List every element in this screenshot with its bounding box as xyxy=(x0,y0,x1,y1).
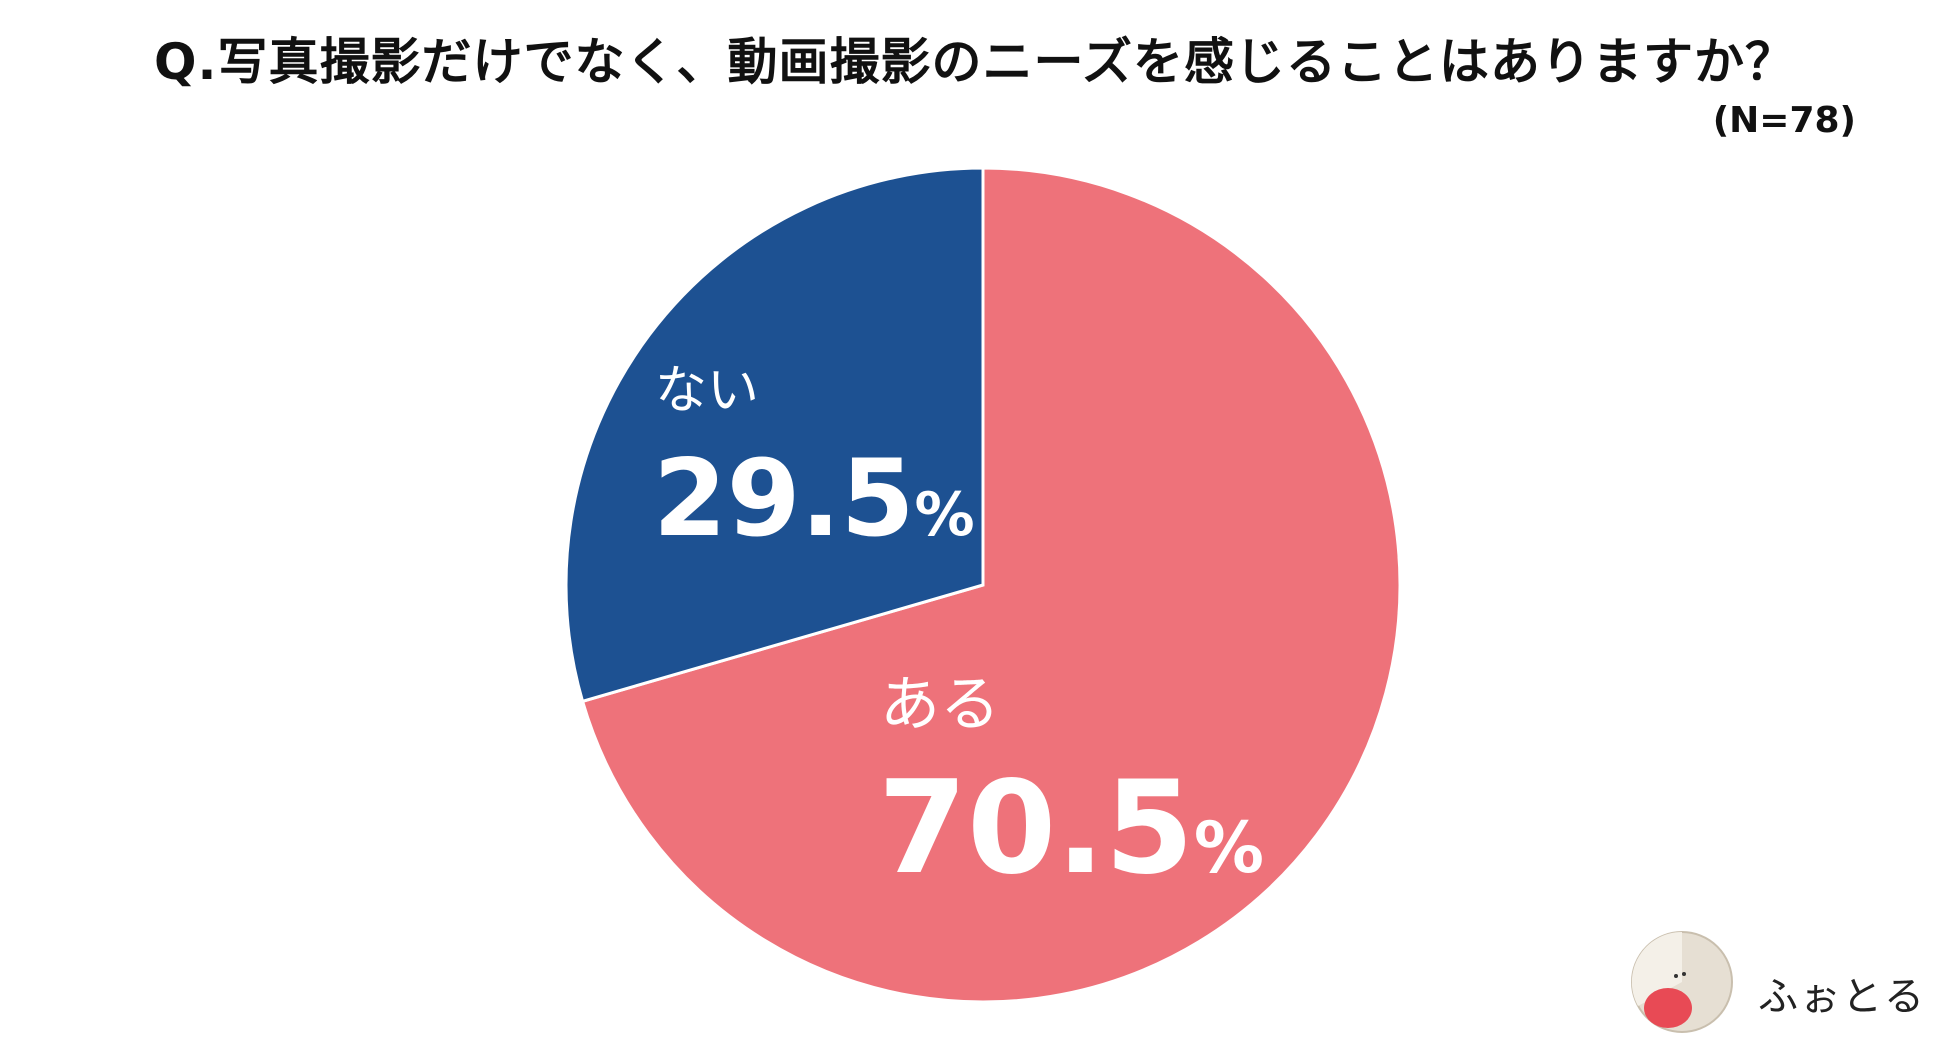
logo-mark-icon xyxy=(1631,931,1733,1033)
pie-slice-0 xyxy=(580,166,1402,1004)
chart-title: Q.写真撮影だけでなく、動画撮影のニーズを感じることはありますか？ xyxy=(154,33,1796,91)
slice-label-1: ない xyxy=(655,361,759,421)
slice-value-1: 29.5% xyxy=(653,437,975,560)
brand-logo: ふぉとる xyxy=(1628,928,1928,1038)
slice-label-0: ある xyxy=(880,670,1000,740)
sample-size: (N=78) xyxy=(1712,100,1856,141)
slice-value-0: 70.5% xyxy=(878,754,1264,903)
logo-text: ふぉとる xyxy=(1758,974,1926,1020)
pie-slice-1 xyxy=(564,166,985,704)
